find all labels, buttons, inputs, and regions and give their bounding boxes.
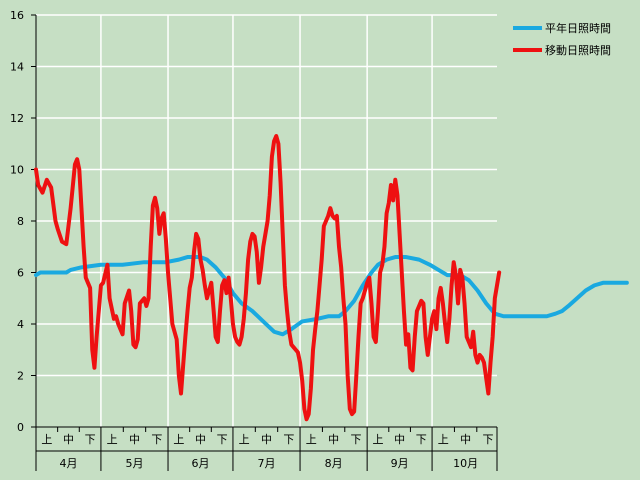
x-subdivision-label: 下	[350, 433, 361, 446]
x-subdivision-label: 中	[195, 433, 206, 446]
x-subdivision-label: 上	[306, 433, 317, 446]
x-subdivision-label: 中	[63, 433, 74, 446]
y-tick-label: 12	[10, 112, 24, 125]
x-month-label: 7月	[258, 457, 276, 470]
x-subdivision-label: 中	[261, 433, 272, 446]
x-subdivision-label: 上	[41, 433, 52, 446]
x-subdivision-label: 上	[438, 433, 449, 446]
series-lines	[34, 134, 629, 422]
x-month-label: 10月	[453, 457, 478, 470]
y-tick-label: 4	[17, 318, 24, 331]
y-tick-label: 10	[10, 164, 24, 177]
series-line-normal	[34, 255, 629, 337]
legend-label: 平年日照時間	[545, 21, 611, 35]
x-month-label: 5月	[125, 457, 143, 470]
x-month-label: 9月	[391, 457, 409, 470]
y-tick-label: 6	[17, 267, 24, 280]
x-subdivision-label: 下	[416, 433, 427, 446]
x-subdivision-label: 上	[107, 433, 118, 446]
x-subdivision-label: 中	[460, 433, 471, 446]
x-subdivision-label: 下	[217, 433, 228, 446]
x-subdivision-label: 下	[151, 433, 162, 446]
x-subdivision-label: 下	[283, 433, 294, 446]
y-tick-label: 14	[10, 61, 24, 74]
x-subdivision-label: 下	[85, 433, 96, 446]
x-month-label: 6月	[191, 457, 209, 470]
x-subdivision-label: 上	[372, 433, 383, 446]
y-tick-label: 8	[17, 215, 24, 228]
y-tick-label: 16	[10, 9, 24, 22]
y-tick-label: 2	[17, 370, 24, 383]
x-subdivision-label: 上	[173, 433, 184, 446]
x-month-label: 8月	[325, 457, 343, 470]
x-subdivision-label: 中	[328, 433, 339, 446]
x-subdivision-label: 下	[482, 433, 493, 446]
x-subdivision-label: 中	[129, 433, 140, 446]
axes: 0246810121416上中下4月上中下5月上中下6月上中下7月上中下8月上中…	[10, 9, 498, 471]
x-subdivision-label: 上	[239, 433, 250, 446]
gridlines	[36, 14, 497, 427]
series-line-moving	[34, 134, 502, 422]
x-subdivision-label: 中	[394, 433, 405, 446]
y-tick-label: 0	[17, 421, 24, 434]
legend-label: 移動日照時間	[545, 43, 611, 57]
x-month-label: 4月	[59, 457, 77, 470]
